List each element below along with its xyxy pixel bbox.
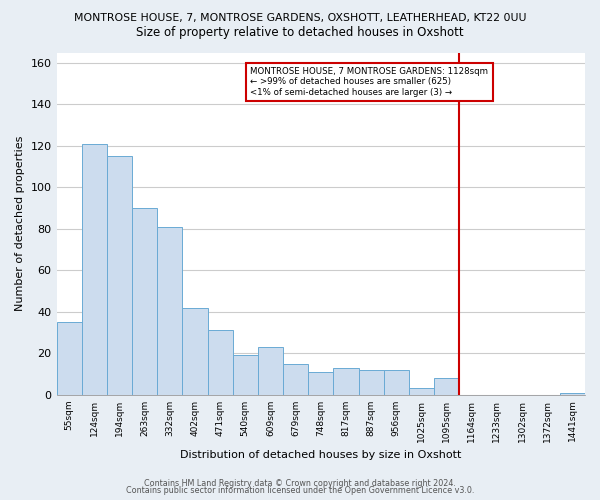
Bar	[283, 364, 308, 394]
Bar	[258, 347, 283, 395]
Bar	[82, 144, 107, 394]
Bar	[107, 156, 132, 394]
Text: Contains HM Land Registry data © Crown copyright and database right 2024.: Contains HM Land Registry data © Crown c…	[144, 478, 456, 488]
Bar	[359, 370, 383, 394]
Y-axis label: Number of detached properties: Number of detached properties	[15, 136, 25, 312]
Bar	[308, 372, 334, 394]
Bar	[182, 308, 208, 394]
Text: Size of property relative to detached houses in Oxshott: Size of property relative to detached ho…	[136, 26, 464, 39]
X-axis label: Distribution of detached houses by size in Oxshott: Distribution of detached houses by size …	[180, 450, 461, 460]
Bar	[409, 388, 434, 394]
Bar	[56, 322, 82, 394]
Bar	[334, 368, 359, 394]
Bar	[157, 226, 182, 394]
Bar	[560, 392, 585, 394]
Bar	[383, 370, 409, 394]
Bar	[434, 378, 459, 394]
Text: MONTROSE HOUSE, 7 MONTROSE GARDENS: 1128sqm
← >99% of detached houses are smalle: MONTROSE HOUSE, 7 MONTROSE GARDENS: 1128…	[250, 67, 488, 97]
Bar	[132, 208, 157, 394]
Bar	[208, 330, 233, 394]
Text: Contains public sector information licensed under the Open Government Licence v3: Contains public sector information licen…	[126, 486, 474, 495]
Bar	[233, 356, 258, 395]
Text: MONTROSE HOUSE, 7, MONTROSE GARDENS, OXSHOTT, LEATHERHEAD, KT22 0UU: MONTROSE HOUSE, 7, MONTROSE GARDENS, OXS…	[74, 12, 526, 22]
